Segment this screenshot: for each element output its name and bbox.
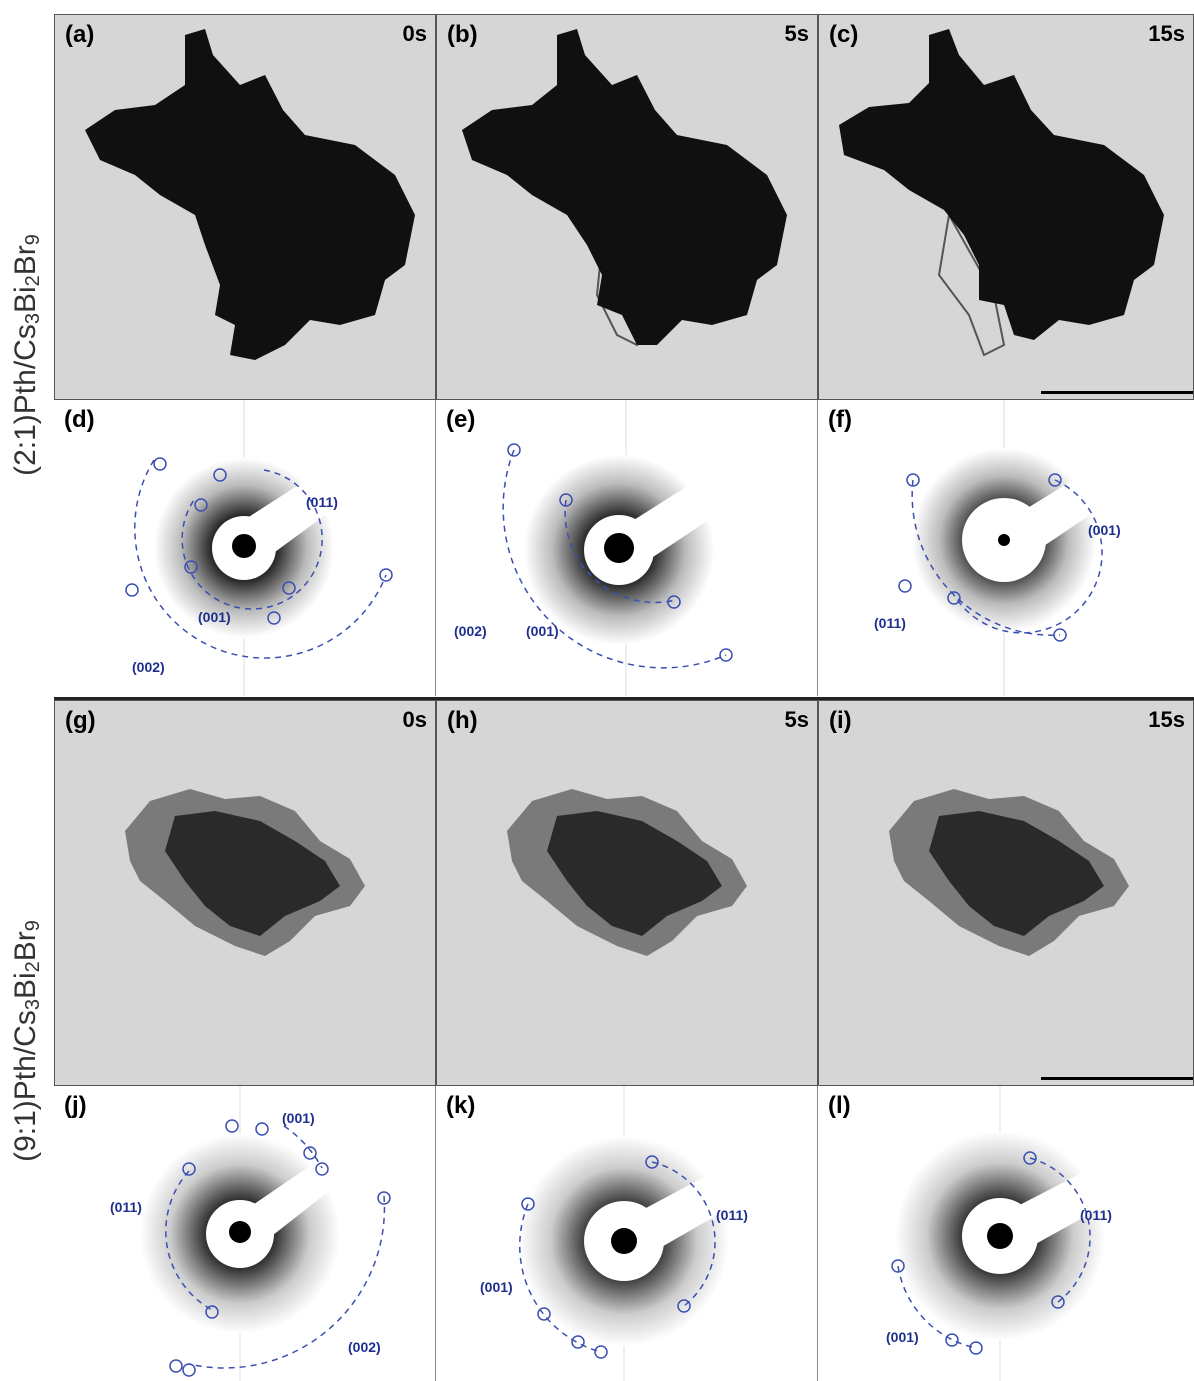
ring-label: (001) (1088, 522, 1121, 538)
tem-image-i (889, 789, 1129, 956)
panel-label: (f) (828, 406, 852, 433)
tem-image-g (125, 789, 365, 956)
ring-label: (011) (306, 494, 338, 510)
row-label-bottom: (9:1)Pth/Cs3Bi2Br9 (9, 919, 44, 1162)
panel-label: (c) (829, 21, 859, 48)
tem-panel-a: (a) 0s (54, 14, 436, 400)
row-divider (54, 697, 1194, 700)
ring-label: (011) (874, 615, 906, 631)
panel-label: (i) (829, 707, 852, 734)
panel-label: (g) (65, 707, 96, 734)
time-label: 15s (1148, 21, 1185, 46)
ring-label: (001) (198, 609, 231, 625)
tem-panel-i: (i) 15s (818, 700, 1194, 1086)
saed-pattern-d: (011) (001) (002) (125, 400, 414, 696)
saed-panel-k: (011) (001) (k) (436, 1086, 818, 1381)
ring-label: (001) (886, 1329, 919, 1345)
saed-pattern-j: (001) (011) (002) (110, 1086, 391, 1381)
tem-panel-c: (c) 15s (818, 14, 1194, 400)
saed-pattern-k: (011) (001) (480, 1086, 811, 1381)
tem-image-h (507, 789, 747, 956)
scale-bar (1041, 391, 1193, 394)
tem-image-a (85, 29, 415, 360)
panel-label: (a) (65, 21, 95, 48)
time-label: 0s (402, 21, 427, 46)
panel-label: (l) (828, 1092, 851, 1119)
ring-label: (011) (716, 1207, 748, 1223)
panel-label: (k) (446, 1092, 476, 1119)
ring-label: (002) (348, 1339, 381, 1355)
saed-panel-j: (001) (011) (002) (j) (54, 1086, 436, 1381)
saed-pattern-e: (002) (001) (454, 400, 806, 696)
tem-panel-b: (b) 5s (436, 14, 818, 400)
panel-label: (e) (446, 406, 476, 433)
saed-pattern-f: (001) (011) (874, 400, 1194, 696)
saed-panel-f: (001) (011) (f) (818, 400, 1194, 696)
time-label: 15s (1148, 707, 1185, 732)
ring-label: (011) (1080, 1207, 1112, 1223)
saed-pattern-l: (011) (001) (886, 1086, 1194, 1381)
saed-panel-d: (011) (001) (002) (d) (54, 400, 436, 696)
panel-label: (d) (64, 406, 95, 433)
row-label-top: (2:1)Pth/Cs3Bi2Br9 (9, 234, 44, 476)
panel-label: (j) (64, 1092, 87, 1119)
panel-label: (h) (447, 707, 478, 734)
ring-label: (001) (526, 623, 559, 639)
tem-panel-g: (g) 0s (54, 700, 436, 1086)
ring-label: (001) (282, 1110, 315, 1126)
time-label: 5s (784, 707, 809, 732)
ring-label: (011) (110, 1199, 142, 1215)
panel-label: (b) (447, 21, 478, 48)
saed-panel-l: (011) (001) (l) (818, 1086, 1194, 1381)
ring-label: (001) (480, 1279, 513, 1295)
tem-image-c (839, 29, 1164, 357)
ring-label: (002) (454, 623, 487, 639)
saed-panel-e: (002) (001) (e) (436, 400, 818, 696)
tem-image-b (462, 29, 787, 347)
time-label: 5s (784, 21, 809, 46)
ring-label: (002) (132, 659, 165, 675)
tem-panel-h: (h) 5s (436, 700, 818, 1086)
time-label: 0s (402, 707, 427, 732)
scale-bar (1041, 1077, 1193, 1080)
